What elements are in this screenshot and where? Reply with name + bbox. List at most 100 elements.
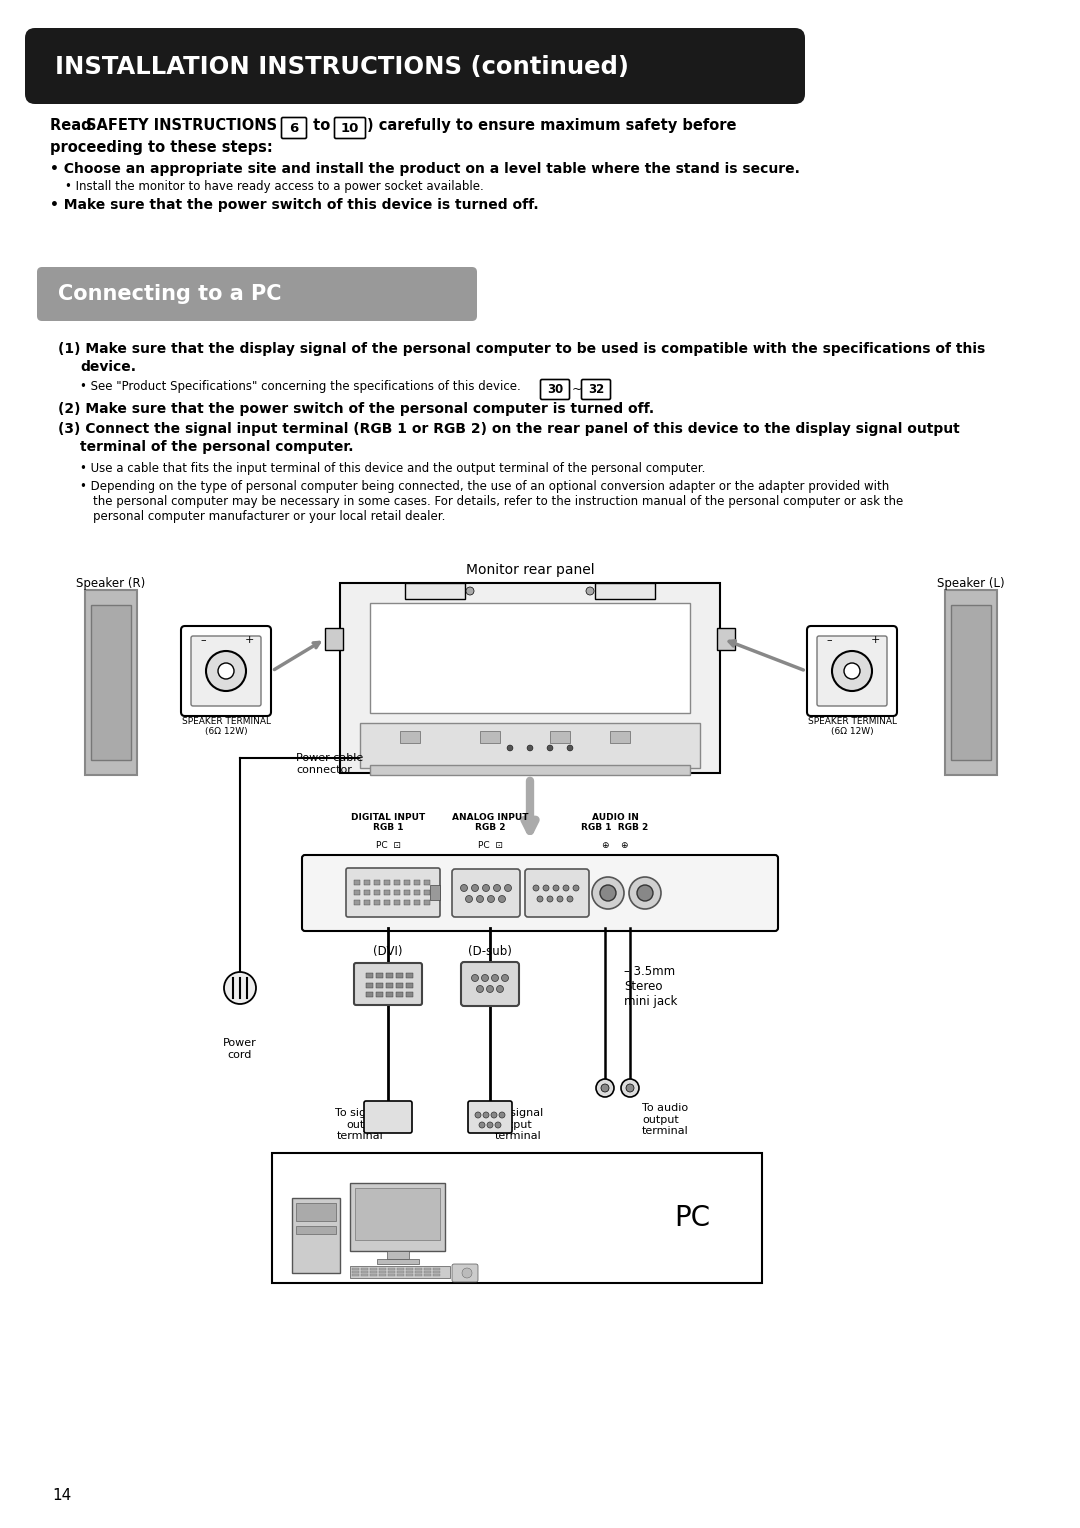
Circle shape [491, 1112, 497, 1118]
Text: 10: 10 [341, 122, 360, 134]
FancyBboxPatch shape [525, 869, 589, 917]
Text: – 3.5mm
Stereo
mini jack: – 3.5mm Stereo mini jack [624, 966, 677, 1008]
Circle shape [546, 895, 553, 902]
FancyBboxPatch shape [453, 869, 519, 917]
Text: • Depending on the type of personal computer being connected, the use of an opti: • Depending on the type of personal comp… [80, 480, 889, 494]
Circle shape [483, 885, 489, 891]
Text: • Make sure that the power switch of this device is turned off.: • Make sure that the power switch of thi… [50, 199, 539, 212]
Circle shape [491, 975, 499, 981]
Text: ) carefully to ensure maximum safety before: ) carefully to ensure maximum safety bef… [367, 118, 737, 133]
Circle shape [543, 885, 549, 891]
Bar [272, 1154, 762, 1284]
Circle shape [567, 895, 573, 902]
Circle shape [596, 1079, 615, 1097]
FancyBboxPatch shape [807, 626, 897, 717]
Bar [370, 766, 690, 775]
Bar [384, 900, 390, 905]
Circle shape [476, 895, 484, 903]
Bar [433, 1274, 440, 1276]
Bar [414, 889, 420, 895]
Bar [397, 1274, 404, 1276]
Bar [424, 1268, 431, 1270]
Text: Speaker (L): Speaker (L) [937, 578, 1004, 590]
FancyBboxPatch shape [302, 856, 778, 931]
FancyBboxPatch shape [25, 28, 805, 104]
Bar [415, 1268, 422, 1270]
Circle shape [586, 587, 594, 594]
Bar [361, 1268, 368, 1270]
Bar [424, 1274, 431, 1276]
Text: Power
cord: Power cord [224, 1038, 257, 1059]
Circle shape [563, 885, 569, 891]
Circle shape [567, 746, 573, 750]
FancyBboxPatch shape [282, 118, 307, 139]
Bar [292, 1198, 340, 1273]
Text: • Choose an appropriate site and install the product on a level table where the : • Choose an appropriate site and install… [50, 162, 800, 176]
Bar [397, 1271, 404, 1273]
Text: DIGITAL INPUT
RGB 1: DIGITAL INPUT RGB 1 [351, 813, 426, 833]
Bar [364, 880, 370, 885]
Bar [384, 880, 390, 885]
Circle shape [206, 651, 246, 691]
Bar [361, 1274, 368, 1276]
Text: • Use a cable that fits the input terminal of this device and the output termina: • Use a cable that fits the input termin… [80, 461, 705, 475]
Circle shape [472, 885, 478, 891]
Bar [379, 1271, 386, 1273]
Circle shape [480, 1122, 485, 1128]
Circle shape [553, 885, 559, 891]
Text: Read: Read [50, 118, 97, 133]
Bar [396, 992, 403, 996]
Bar [406, 992, 413, 996]
Bar [406, 1274, 413, 1276]
Bar [480, 730, 500, 743]
Bar [296, 1203, 336, 1221]
Bar [370, 1274, 377, 1276]
Text: To signal
output
terminal: To signal output terminal [335, 1108, 383, 1141]
Circle shape [546, 746, 553, 750]
Circle shape [832, 651, 872, 691]
Circle shape [460, 885, 468, 891]
Circle shape [475, 1112, 481, 1118]
Text: Power cable
connector: Power cable connector [296, 753, 363, 775]
Text: To signal
output
terminal: To signal output terminal [495, 1108, 543, 1141]
FancyBboxPatch shape [468, 1102, 512, 1132]
Bar [376, 983, 383, 989]
Circle shape [476, 986, 484, 993]
Text: SPEAKER TERMINAL
(6Ω 12W): SPEAKER TERMINAL (6Ω 12W) [181, 717, 270, 736]
Circle shape [557, 895, 563, 902]
Text: 32: 32 [588, 384, 604, 396]
Circle shape [626, 1083, 634, 1093]
Circle shape [494, 885, 500, 891]
Bar [376, 973, 383, 978]
Bar [394, 880, 400, 885]
Circle shape [527, 746, 534, 750]
Bar [388, 1268, 395, 1270]
Circle shape [637, 885, 653, 902]
Text: proceeding to these steps:: proceeding to these steps: [50, 141, 273, 154]
Text: +: + [244, 636, 254, 645]
Text: ANALOG INPUT
RGB 2: ANALOG INPUT RGB 2 [451, 813, 528, 833]
Bar [364, 900, 370, 905]
Bar [415, 1271, 422, 1273]
Text: to: to [308, 118, 336, 133]
Bar [387, 1251, 409, 1259]
Text: SPEAKER TERMINAL
(6Ω 12W): SPEAKER TERMINAL (6Ω 12W) [808, 717, 896, 736]
Bar [595, 584, 654, 599]
Bar [397, 1268, 404, 1270]
FancyBboxPatch shape [191, 636, 261, 706]
Bar [388, 1271, 395, 1273]
Circle shape [472, 975, 478, 981]
Bar [396, 973, 403, 978]
Circle shape [497, 986, 503, 993]
Bar [610, 730, 630, 743]
Text: Speaker (R): Speaker (R) [77, 578, 146, 590]
Circle shape [629, 877, 661, 909]
Bar [360, 723, 700, 769]
FancyBboxPatch shape [581, 379, 610, 399]
Bar [550, 730, 570, 743]
Bar [945, 590, 997, 775]
Text: (DVI): (DVI) [374, 944, 403, 958]
Text: SAFETY INSTRUCTIONS (: SAFETY INSTRUCTIONS ( [86, 118, 288, 133]
Text: ~: ~ [572, 382, 582, 396]
Circle shape [600, 1083, 609, 1093]
